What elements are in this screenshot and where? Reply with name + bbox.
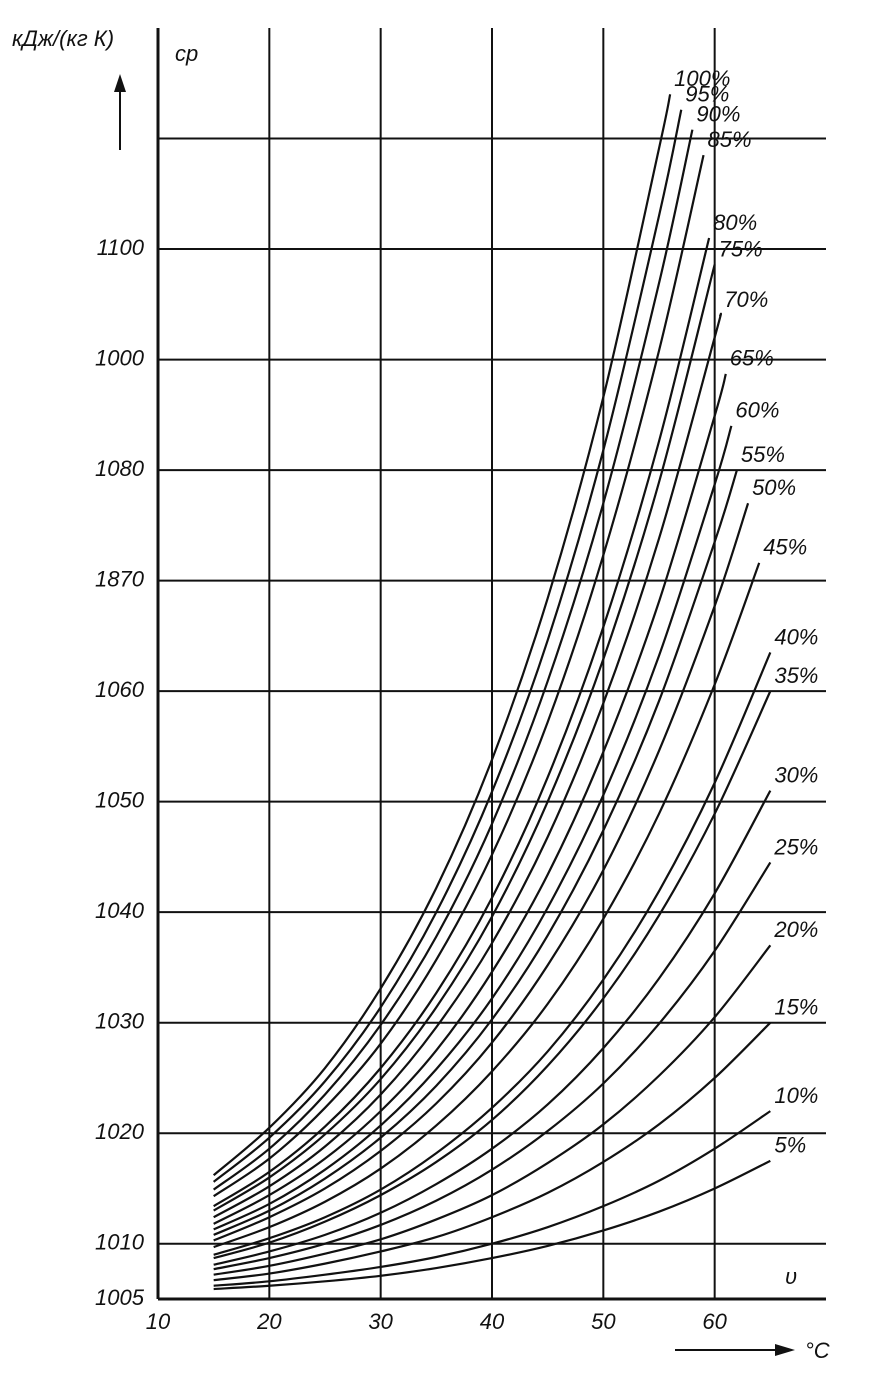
y-tick-label: 1050 — [95, 787, 145, 812]
x-tick-label: 40 — [480, 1309, 505, 1334]
series-line — [213, 154, 705, 1198]
series-label: 75% — [719, 236, 763, 261]
series-label: 20% — [773, 917, 818, 942]
series-line — [213, 264, 716, 1212]
y-tick-label: 1060 — [95, 677, 145, 702]
y-tick-label: 1100 — [97, 235, 145, 260]
series-line — [213, 1159, 771, 1291]
series-line — [213, 502, 750, 1242]
series-label: 50% — [752, 475, 796, 500]
series-label: 85% — [708, 127, 752, 152]
series-line — [213, 1110, 771, 1287]
series-label: 40% — [774, 624, 818, 649]
series-line — [213, 690, 772, 1260]
x-tick-label: 50 — [591, 1309, 616, 1334]
y-tick-label: 1005 — [95, 1285, 145, 1310]
y-tick-label: 1020 — [95, 1119, 145, 1144]
x-tick-label: 20 — [256, 1309, 282, 1334]
series-label: 100% — [674, 66, 730, 91]
annotation: υ — [785, 1264, 797, 1289]
series-line — [213, 944, 772, 1276]
y-tick-label: 1080 — [95, 456, 145, 481]
series-line — [213, 1021, 772, 1282]
series-line — [213, 469, 738, 1236]
series-line — [213, 237, 711, 1208]
series-line — [213, 129, 694, 1191]
series-label: 15% — [774, 995, 818, 1020]
y-tick-label: 1000 — [95, 345, 145, 370]
y-arrow-head — [114, 74, 126, 92]
series-label: 25% — [773, 834, 818, 859]
series-label: 70% — [724, 287, 768, 312]
y-tick-label: 1010 — [95, 1230, 145, 1255]
series-line — [213, 861, 772, 1271]
series-label: 35% — [774, 663, 818, 688]
x-tick-label: 10 — [146, 1309, 171, 1334]
series-line — [212, 109, 683, 1183]
series-label: 80% — [713, 210, 757, 235]
y-axis-label: кДж/(кг К) — [12, 26, 114, 51]
annotation: cp — [175, 41, 198, 66]
y-tick-label: 1040 — [95, 898, 145, 923]
x-arrow-head — [775, 1344, 795, 1356]
x-tick-label: 60 — [702, 1309, 727, 1334]
series-line — [213, 652, 772, 1256]
series-line — [213, 790, 772, 1266]
x-tick-label: 30 — [368, 1309, 393, 1334]
series-label: 65% — [730, 346, 774, 371]
series-label: 5% — [774, 1133, 806, 1158]
y-tick-label: 1870 — [95, 566, 145, 591]
series-line — [213, 312, 723, 1219]
series-label: 55% — [741, 442, 785, 467]
series-line — [213, 373, 727, 1225]
series-label: 30% — [774, 762, 818, 787]
series-line — [213, 562, 761, 1249]
series-label: 60% — [735, 398, 779, 423]
series-line — [213, 425, 733, 1231]
x-axis-label: °C — [805, 1338, 830, 1363]
y-tick-label: 1030 — [95, 1009, 145, 1034]
series-label: 90% — [696, 101, 740, 126]
series-label: 95% — [685, 82, 729, 107]
series-label: 45% — [763, 535, 807, 560]
series-label: 10% — [774, 1083, 818, 1108]
series-line — [212, 94, 672, 1177]
